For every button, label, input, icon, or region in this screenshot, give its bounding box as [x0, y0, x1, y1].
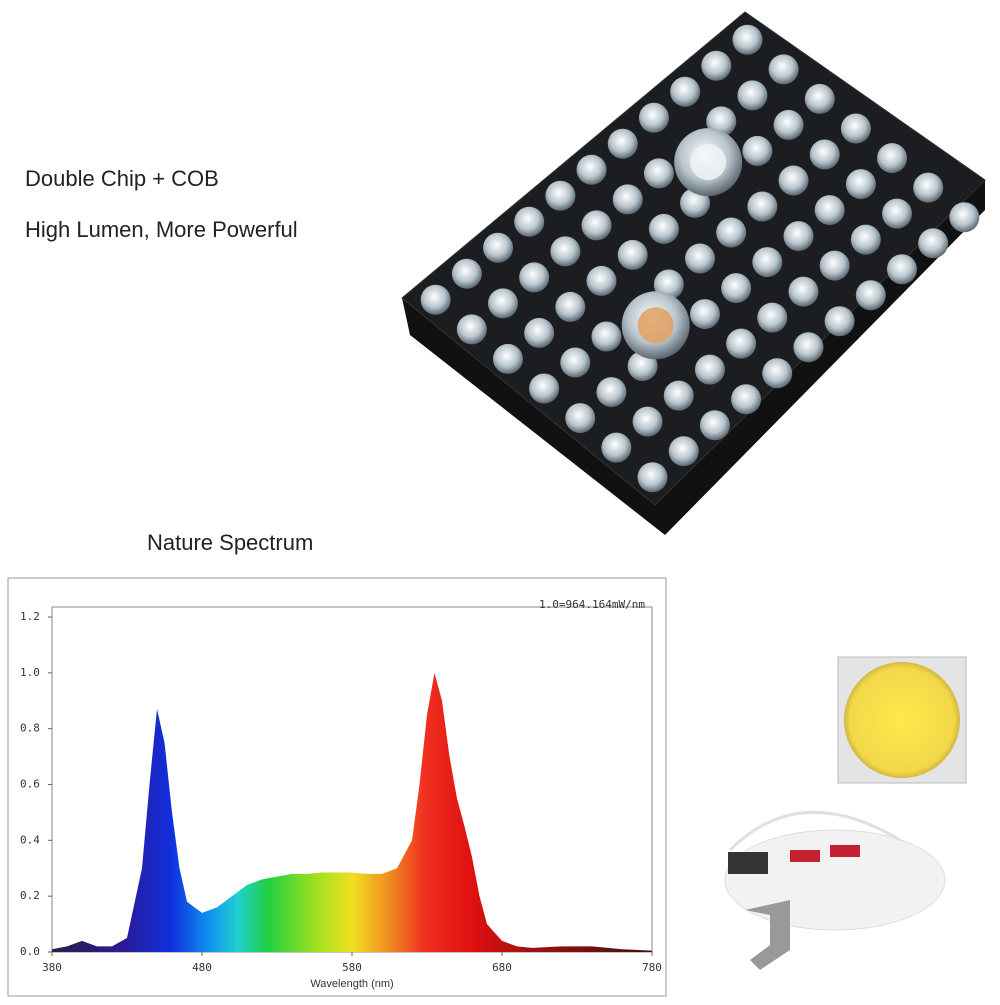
- led: [607, 128, 638, 159]
- chart: 0.0 0.2 0.4 0.6 0.8 1.0 1.2 380 480 580 680 780 1.0=…: [20, 598, 662, 990]
- led: [721, 273, 752, 304]
- chip: [790, 850, 820, 862]
- x-tick-label: 580: [342, 961, 362, 974]
- y-tick-label: 0.6: [20, 778, 40, 791]
- led: [519, 262, 550, 293]
- y-tick-label: 0.4: [20, 833, 40, 846]
- x-axis-label: Wavelength (nm): [310, 978, 393, 990]
- spectrum-area: [52, 672, 652, 952]
- led: [601, 432, 632, 463]
- led: [555, 291, 586, 322]
- led: [793, 332, 824, 363]
- led: [529, 373, 560, 404]
- led: [483, 232, 514, 263]
- led: [788, 276, 819, 307]
- led: [913, 172, 944, 203]
- led: [855, 280, 886, 311]
- led: [773, 109, 804, 140]
- led: [689, 299, 720, 330]
- led: [612, 184, 643, 215]
- led: [819, 250, 850, 281]
- led: [699, 410, 730, 441]
- led: [850, 224, 881, 255]
- led: [804, 83, 835, 114]
- y-tick-label: 0.2: [20, 889, 40, 902]
- led: [487, 288, 518, 319]
- led: [596, 377, 627, 408]
- led: [576, 154, 607, 185]
- y-tick-label: 0.0: [20, 945, 40, 958]
- led: [545, 180, 576, 211]
- led: [918, 228, 949, 259]
- led: [560, 347, 591, 378]
- led: [716, 217, 747, 248]
- led: [456, 314, 487, 345]
- led: [840, 113, 871, 144]
- lead: [728, 852, 768, 874]
- led: [882, 198, 913, 229]
- lead: [745, 900, 790, 970]
- led: [732, 24, 763, 55]
- led: [778, 165, 809, 196]
- x-tick-label: 780: [642, 961, 662, 974]
- led: [949, 202, 980, 233]
- section-title: Nature Spectrum: [147, 530, 313, 555]
- led: [701, 50, 732, 81]
- led: [648, 213, 679, 244]
- led: [886, 254, 917, 285]
- led: [752, 247, 783, 278]
- led-array: [420, 24, 980, 493]
- led-dome: [728, 810, 901, 852]
- cob-phosphor: [844, 662, 960, 778]
- led: [768, 54, 799, 85]
- annotation: 1.0=964.164mW/nm: [539, 598, 645, 611]
- led: [737, 80, 768, 111]
- led: [586, 265, 617, 296]
- chip: [830, 845, 860, 857]
- x-tick-label: 680: [492, 961, 512, 974]
- led: [809, 139, 840, 170]
- led: [638, 102, 669, 133]
- led: [451, 258, 482, 289]
- headline: Double Chip + COB: [25, 166, 219, 191]
- led: [877, 143, 908, 174]
- x-tick-label: 480: [192, 961, 212, 974]
- led: [845, 169, 876, 200]
- led: [637, 462, 668, 493]
- led: [694, 354, 725, 385]
- led: [824, 306, 855, 337]
- led: [814, 195, 845, 226]
- led: [550, 236, 581, 267]
- led: [762, 358, 793, 389]
- led: [670, 76, 701, 107]
- led: [663, 380, 694, 411]
- led: [524, 317, 555, 348]
- led: [668, 436, 699, 467]
- led: [514, 206, 545, 237]
- led: [617, 239, 648, 270]
- led: [565, 403, 596, 434]
- subheadline: High Lumen, More Powerful: [25, 217, 298, 242]
- y-tick-label: 1.2: [20, 610, 40, 623]
- led: [643, 158, 674, 189]
- x-tick-label: 380: [42, 961, 62, 974]
- led: [591, 321, 622, 352]
- led: [685, 243, 715, 274]
- cob-core: [690, 144, 727, 181]
- led: [757, 302, 788, 333]
- led: [581, 210, 612, 241]
- cob-core: [637, 307, 674, 344]
- led: [783, 221, 814, 252]
- y-tick-label: 1.0: [20, 666, 40, 679]
- led: [632, 406, 663, 437]
- led: [726, 328, 757, 359]
- led: [747, 191, 778, 222]
- led: [731, 384, 762, 415]
- led: [420, 284, 451, 315]
- led: [742, 135, 773, 166]
- led: [492, 343, 523, 374]
- y-tick-label: 0.8: [20, 722, 40, 735]
